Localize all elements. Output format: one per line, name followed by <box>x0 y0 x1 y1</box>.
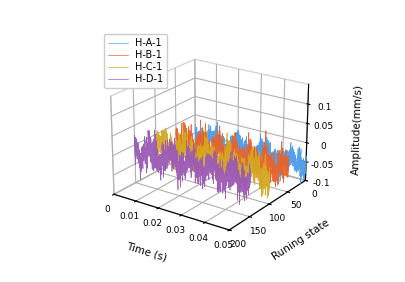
Y-axis label: Runing state: Runing state <box>270 218 331 262</box>
X-axis label: Time (s): Time (s) <box>125 241 168 263</box>
Legend: H-A-1, H-B-1, H-C-1, H-D-1: H-A-1, H-B-1, H-C-1, H-D-1 <box>104 34 167 88</box>
